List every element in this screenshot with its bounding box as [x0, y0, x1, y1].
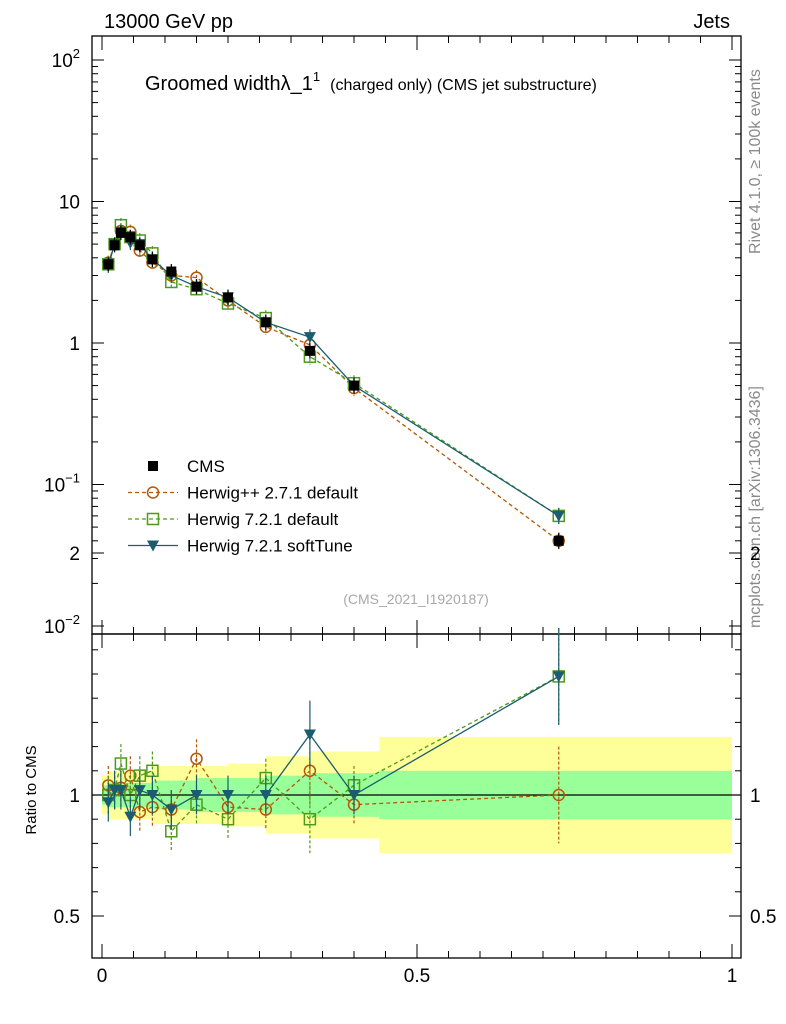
ratio-point-softtune [348, 790, 360, 801]
ratio-point-softtune [222, 790, 234, 801]
ratio-point-herwig721 [303, 812, 317, 826]
ratio-tick-label-left: 1 [69, 786, 80, 807]
point-cms [166, 266, 177, 277]
point-cms [115, 227, 126, 238]
ratio-series [102, 628, 565, 854]
point-cms [553, 535, 564, 546]
ratio-tick-label-right: 1 [750, 786, 761, 807]
point-cms [349, 380, 359, 391]
ratio-point-herwig721 [114, 757, 128, 770]
analysis-watermark: (CMS_2021_I1920187) [343, 591, 489, 607]
ratio-tick-label-left: 0.5 [54, 907, 80, 928]
point-softtune [552, 510, 565, 522]
ratio-point-softtune [552, 671, 565, 683]
upper-series [102, 218, 565, 549]
point-cms [147, 254, 158, 265]
legend-marker-cms [148, 461, 158, 471]
title-sub: (charged only) (CMS jet substructure) [330, 77, 597, 94]
y-tick-label: 10 [59, 193, 80, 214]
point-cms [109, 240, 120, 251]
point-cms [103, 259, 114, 270]
x-tick-label: 0 [97, 966, 108, 987]
ratio-point-softtune [190, 790, 203, 801]
legend-marker-herwigpp [146, 486, 160, 499]
point-cms [191, 281, 202, 292]
legend-label-herwig721: Herwig 7.2.1 default [187, 510, 338, 529]
y-tick-label: 102 [52, 46, 80, 72]
ratio-point-softtune [124, 811, 137, 823]
title-main: Groomed width [145, 73, 281, 95]
title-sup: 1 [313, 69, 320, 84]
header-right: Jets [693, 11, 730, 33]
x-tick-label: 1 [727, 966, 738, 987]
side-text-rivet: Rivet 4.1.0, ≥ 100k events [747, 69, 764, 254]
title-lambda: λ_1 [281, 73, 313, 95]
y-tick-label: 10−1 [44, 471, 80, 497]
plot-title: Groomed widthλ_11 (charged only) (CMS jet… [145, 69, 597, 95]
point-cms [304, 345, 315, 356]
legend-marker-softtune [147, 540, 159, 552]
y-tick-label: 10−2 [44, 612, 80, 638]
legend-label-herwigpp: Herwig++ 2.7.1 default [187, 484, 358, 503]
y-tick-label: 1 [69, 334, 80, 355]
header-left: 13000 GeV pp [104, 11, 233, 33]
point-cms [260, 317, 271, 328]
legend: CMS Herwig++ 2.7.1 default Herwig 7.2.1 de… [128, 457, 358, 556]
legend-label-softtune: Herwig 7.2.1 softTune [187, 537, 353, 556]
ratio-point-herwigpp [190, 752, 203, 765]
ratio-point-softtune [259, 790, 272, 801]
ratio-tick-label-left: 2 [69, 544, 80, 565]
ratio-point-herwigpp [552, 788, 565, 802]
ratio-axis-label: Ratio to CMS [23, 745, 40, 834]
legend-marker-herwig721 [146, 512, 160, 526]
point-cms [134, 240, 145, 251]
x-tick-label: 0.5 [404, 966, 430, 987]
ratio-point-softtune [146, 790, 159, 801]
ratio-line-herwig721 [107, 675, 560, 833]
axis-ticks: 102 10 1 10−1 10−2 2 2 1 1 0.5 0.5 0 0.5 1 [44, 36, 776, 987]
point-cms [223, 292, 233, 303]
ratio-point-softtune [165, 804, 178, 816]
ratio-tick-label-right: 0.5 [750, 907, 776, 928]
ratio-point-softtune [133, 785, 146, 797]
ratio-tick-label-right: 2 [750, 544, 761, 565]
ratio-point-softtune [303, 729, 316, 741]
legend-label-cms: CMS [187, 457, 225, 476]
ratio-point-softtune [114, 785, 127, 797]
point-softtune [303, 332, 316, 344]
side-text-mcplots: mcplots.cern.ch [arXiv:1306.3436] [747, 386, 764, 628]
point-cms [125, 232, 136, 243]
ratio-point-softtune [102, 797, 115, 809]
